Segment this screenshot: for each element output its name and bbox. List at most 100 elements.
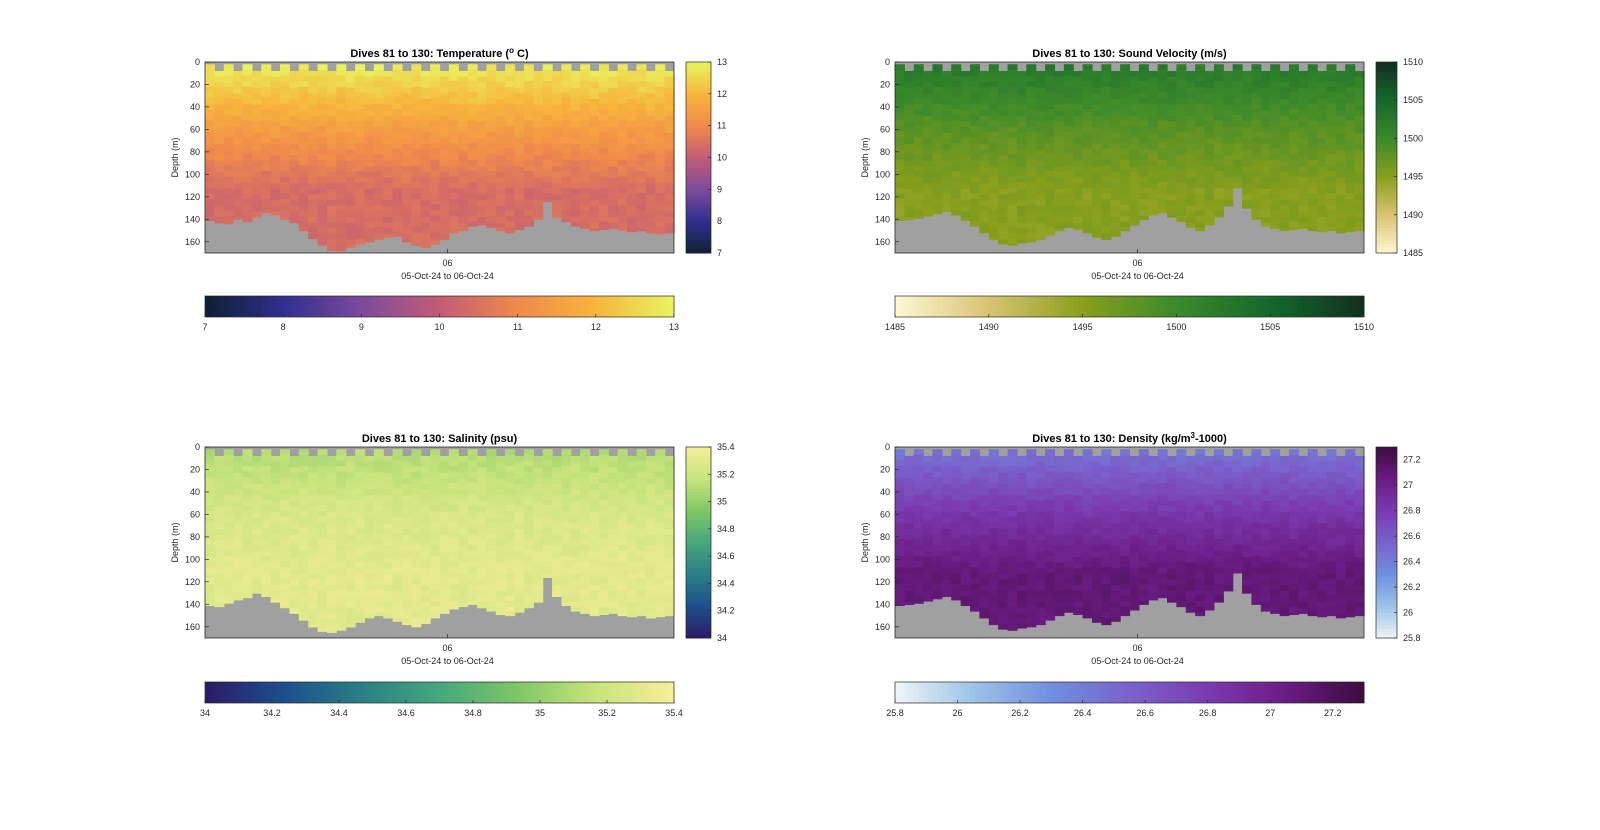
heatmap-cell [542,488,553,495]
heatmap-cell [477,534,487,541]
colorbar-segment [1195,296,1201,317]
heatmap-cell [1120,142,1131,150]
heatmap-cell [401,568,412,575]
heatmap-cell [214,568,225,575]
heatmap-cell [383,551,394,558]
heatmap-cell [542,460,553,467]
heatmap-cell [317,227,328,234]
heatmap-cell [1204,132,1215,139]
heatmap-cell [317,221,328,228]
heatmap-cell [1223,115,1234,123]
heatmap-cell [336,103,347,110]
heatmap-cell [345,506,356,513]
heatmap-cell [664,200,675,207]
heatmap-cell [533,579,544,586]
heatmap-cell [214,495,225,502]
colorbar-segment [627,296,633,317]
heatmap-cell [998,233,1009,241]
heatmap-cell [223,126,234,133]
heatmap-cell [561,567,572,574]
heatmap-cell [355,221,366,228]
heatmap-cell [533,551,544,558]
colorbar-segment [686,224,711,229]
heatmap-cell [411,584,422,591]
heatmap-cell [317,103,328,110]
heatmap-cell [430,454,441,462]
heatmap-cell [1354,110,1365,117]
heatmap-cell [392,154,403,161]
colorbar-segment [214,682,220,703]
heatmap-cell [561,142,572,150]
colorbar-segment [537,296,544,317]
heatmap-cell [970,75,981,82]
heatmap-cell [270,551,281,558]
heatmap-cell [1054,205,1065,213]
heatmap-cell [1157,126,1168,133]
heatmap-cell [1298,160,1309,168]
heatmap-cell [261,126,272,133]
heatmap-cell [317,612,328,619]
heatmap-cell [627,602,638,609]
heatmap-cell [439,200,450,207]
heatmap-cell [261,550,272,557]
colorbar-segment [1242,296,1248,317]
heatmap-cell [1148,121,1159,128]
heatmap-cell [1138,120,1149,127]
heatmap-cell [1195,142,1206,150]
heatmap-cell [589,166,600,173]
heatmap-cell [214,172,225,179]
heatmap-cell [326,545,337,553]
heatmap-cell [1082,142,1093,150]
heatmap-cell [345,166,356,173]
heatmap-cell [1326,81,1337,88]
heatmap-cell [570,177,581,184]
heatmap-cell [1148,93,1159,100]
heatmap-cell [580,148,591,155]
heatmap-cell [523,539,534,546]
heatmap-cell [214,183,225,190]
heatmap-cell [326,172,337,179]
heatmap-cell [411,103,422,110]
heatmap-cell [1326,210,1337,217]
heatmap-cell [448,204,459,211]
heatmap-cell [561,114,572,122]
heatmap-cell [505,64,516,71]
colorbar-segment [233,296,239,317]
axes-frame [204,446,675,639]
heatmap-cell [411,499,422,507]
heatmap-cell [439,172,450,179]
heatmap-cell [505,103,516,110]
heatmap-cell [223,567,234,574]
heatmap-cell [373,471,384,478]
heatmap-cell [486,142,497,150]
colorbar-segment [686,176,711,181]
heatmap-cell [458,104,469,111]
heatmap-cell [505,165,516,172]
heatmap-cell [589,200,600,207]
heatmap-cell [505,488,516,495]
heatmap-cell [514,110,525,117]
heatmap-cell [486,170,497,178]
heatmap-cell [495,200,506,207]
heatmap-cell [383,579,394,586]
heatmap-cell [364,76,375,83]
heatmap-cell [411,137,422,144]
heatmap-cell [570,512,581,519]
heatmap-cell [383,200,394,207]
heatmap-cell [270,484,281,491]
heatmap-cell [289,534,300,541]
heatmap-cell [1129,93,1140,100]
heatmap-cell [1148,110,1159,117]
heatmap-cell [1045,204,1056,211]
heatmap-cell [561,499,572,507]
heatmap-cell [420,540,431,547]
colorbar-segment [594,296,600,317]
heatmap-cell [664,523,675,530]
heatmap-cell [336,92,347,99]
heatmap-cell [1223,155,1234,162]
heatmap-cell [458,455,469,463]
heatmap-cell [1063,92,1074,99]
colorbar-tick-label: 34.6 [397,708,415,718]
heatmap-cell [580,578,591,585]
heatmap-cell [523,572,534,580]
